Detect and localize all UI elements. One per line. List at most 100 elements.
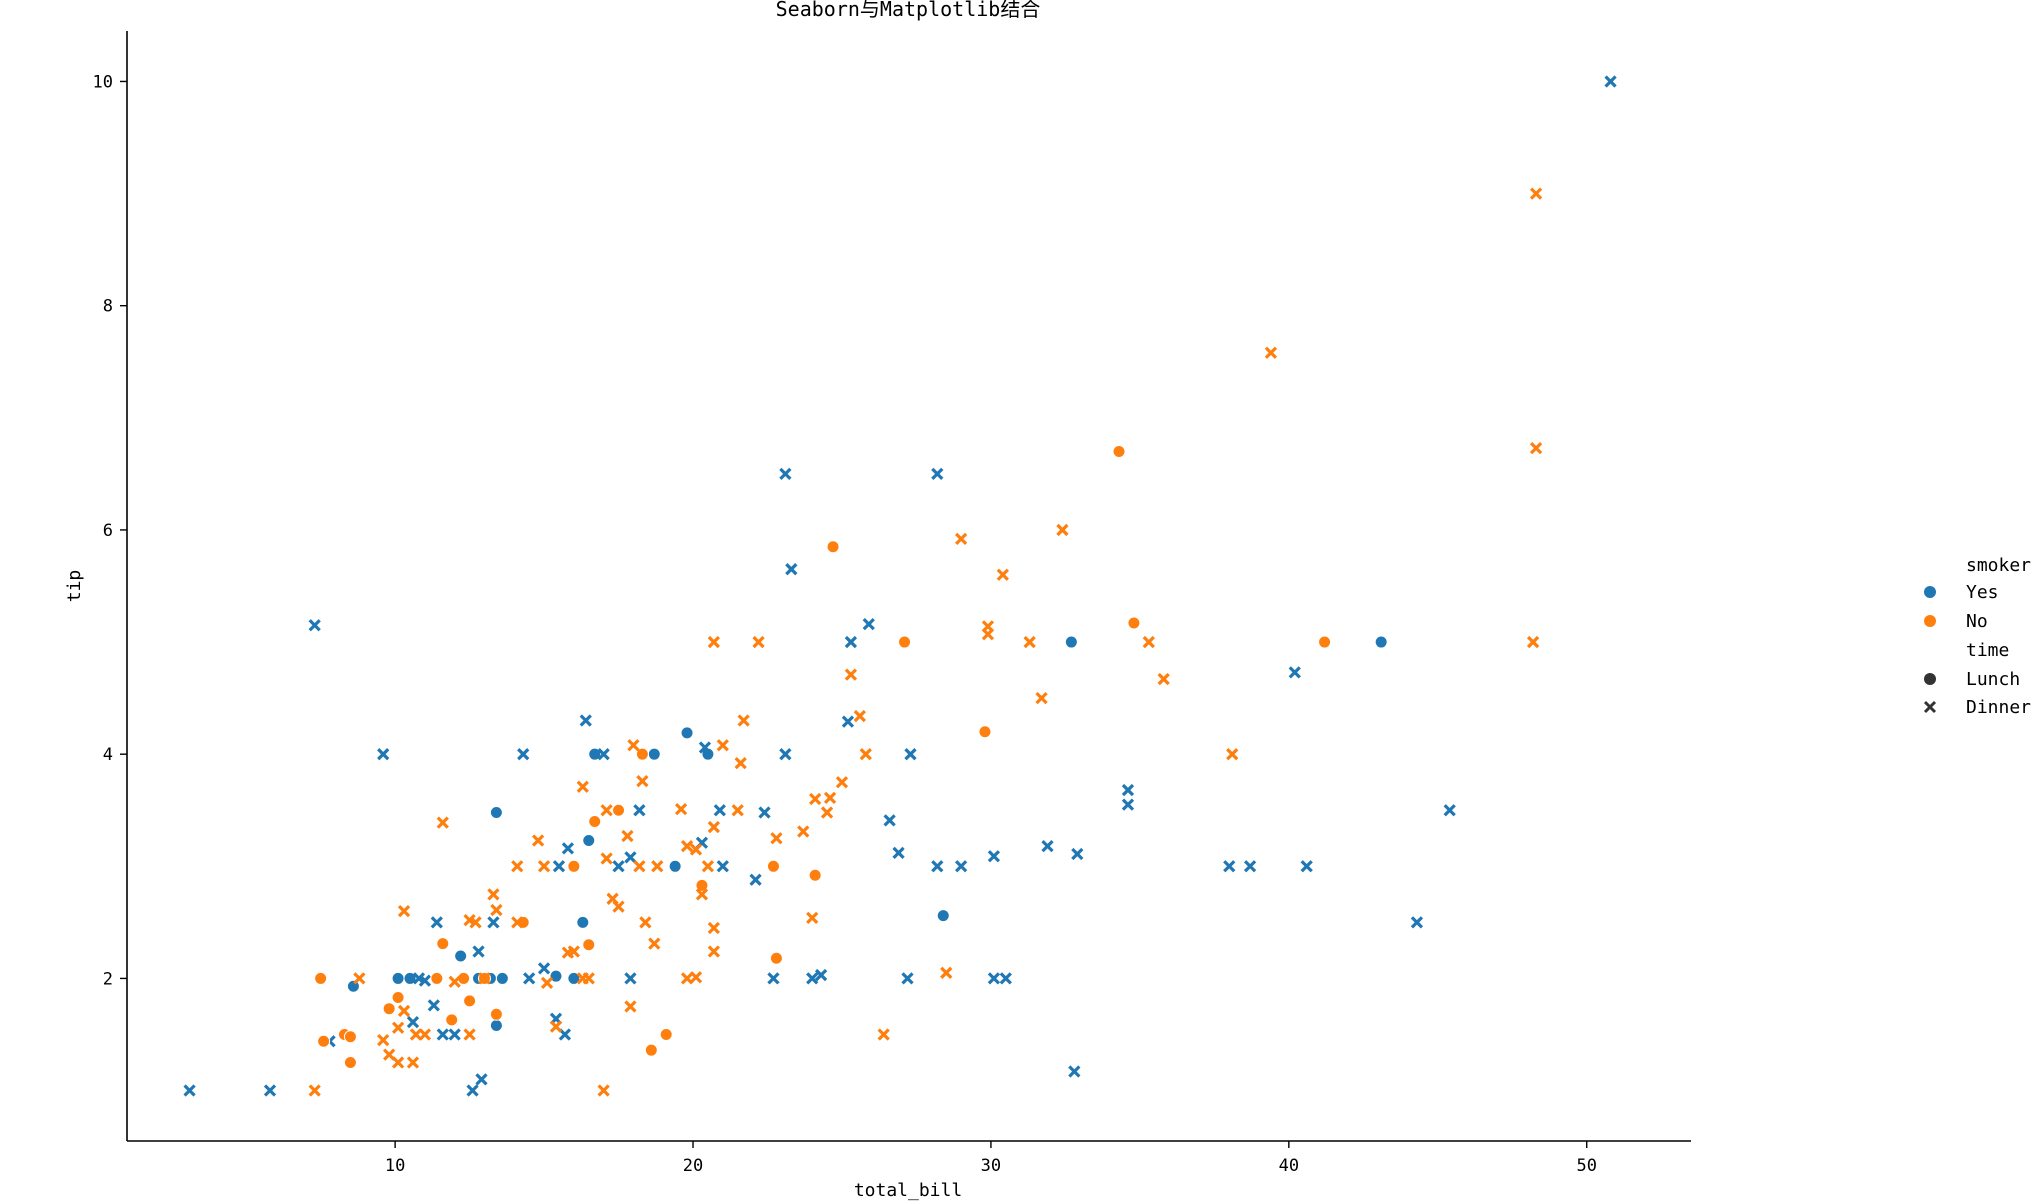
scatter-point bbox=[1064, 635, 1078, 649]
scatter-point bbox=[707, 635, 721, 649]
scatter-point bbox=[999, 972, 1012, 985]
scatter-point bbox=[475, 1073, 488, 1086]
scatter-point bbox=[448, 1028, 461, 1041]
scatter-point bbox=[624, 972, 637, 985]
scatter-point bbox=[823, 791, 837, 805]
legend-marker-yes bbox=[1924, 586, 1936, 598]
scatter-point bbox=[418, 974, 432, 987]
scatter-point bbox=[406, 1056, 420, 1069]
scatter-point bbox=[883, 814, 896, 827]
scatter-point bbox=[651, 860, 664, 873]
scatter-point bbox=[647, 747, 661, 761]
y-axis-label: tip bbox=[64, 570, 85, 603]
scatter-point bbox=[1443, 804, 1456, 817]
scatter-point bbox=[495, 971, 509, 985]
scatter-point bbox=[579, 714, 592, 727]
scatter-point bbox=[612, 860, 625, 873]
scatter-point bbox=[466, 1084, 479, 1097]
scatter-point bbox=[397, 905, 411, 918]
scatter-point bbox=[427, 999, 440, 1012]
scatter-point bbox=[1056, 523, 1069, 537]
scatter-point bbox=[343, 1030, 357, 1044]
scatter-point bbox=[391, 971, 405, 985]
scatter-point bbox=[1526, 635, 1540, 649]
scatter-point bbox=[418, 1028, 432, 1041]
scatter-point bbox=[1374, 635, 1388, 649]
scatter-point bbox=[308, 1084, 321, 1097]
scatter-point bbox=[955, 860, 968, 873]
scatter-point bbox=[540, 976, 554, 990]
scatter-point bbox=[734, 757, 747, 770]
scatter-point bbox=[382, 1002, 396, 1016]
scatter-point bbox=[523, 972, 536, 985]
scatter-point bbox=[1410, 916, 1424, 929]
scatter-point bbox=[809, 792, 822, 806]
scatter-point bbox=[841, 715, 855, 728]
scatter-point bbox=[576, 780, 589, 793]
y-tick-label: 2 bbox=[103, 969, 113, 989]
scatter-point bbox=[779, 467, 792, 481]
scatter-point bbox=[517, 748, 530, 761]
scatter-point bbox=[511, 860, 524, 873]
scatter-point bbox=[409, 1028, 423, 1041]
scatter-point bbox=[314, 971, 328, 985]
scatter-point bbox=[820, 806, 834, 819]
scatter-point bbox=[597, 748, 610, 761]
scatter-point bbox=[1121, 798, 1135, 811]
scatter-point bbox=[612, 900, 625, 913]
scatter-point bbox=[1121, 783, 1135, 797]
scatter-point bbox=[844, 635, 858, 649]
scatter-point bbox=[826, 540, 840, 554]
legend-marker-dinner bbox=[1923, 700, 1937, 714]
scatter-point bbox=[1157, 672, 1170, 686]
scatter-point bbox=[624, 851, 637, 864]
scatter-point bbox=[639, 916, 652, 929]
scatter-point bbox=[561, 842, 575, 855]
scatter-point bbox=[308, 619, 321, 632]
scatter-point bbox=[680, 726, 694, 740]
scatter-point bbox=[635, 747, 649, 761]
scatter-point bbox=[397, 1004, 411, 1018]
scatter-point bbox=[931, 467, 944, 481]
scatter-point bbox=[391, 1056, 405, 1069]
scatter-point bbox=[353, 972, 366, 985]
scatter-point bbox=[680, 839, 694, 853]
scatter-point bbox=[511, 916, 524, 929]
scatter-point bbox=[698, 741, 712, 754]
scatter-point bbox=[1243, 860, 1257, 873]
scatter-point bbox=[1023, 635, 1036, 649]
scatter-point bbox=[487, 888, 500, 901]
scatter-point bbox=[633, 804, 646, 817]
scatter-point bbox=[701, 860, 715, 873]
scatter-point bbox=[749, 873, 762, 886]
scatter-point bbox=[263, 1084, 277, 1097]
scatter-point bbox=[558, 1028, 572, 1041]
scatter-point bbox=[689, 971, 703, 984]
scatter-point bbox=[1112, 444, 1126, 458]
scatter-point bbox=[430, 916, 443, 929]
scatter-point bbox=[636, 774, 649, 788]
scatter-point bbox=[779, 748, 792, 761]
chart-title: Seaborn与Matplotlib结合 bbox=[776, 0, 1041, 21]
scatter-point bbox=[862, 617, 875, 631]
scatter-point bbox=[1264, 346, 1278, 359]
scatter-point bbox=[713, 804, 726, 817]
scatter-point bbox=[448, 975, 461, 988]
scatter-point bbox=[644, 1043, 658, 1057]
scatter-point bbox=[567, 859, 581, 873]
x-tick-label: 50 bbox=[1576, 1156, 1596, 1176]
x-tick-label: 20 bbox=[683, 1156, 703, 1176]
scatter-point bbox=[737, 714, 750, 727]
scatter-point bbox=[987, 850, 1001, 863]
scatter-point bbox=[1041, 839, 1054, 853]
scatter-point bbox=[904, 748, 917, 761]
scatter-point bbox=[931, 860, 944, 873]
scatter-point bbox=[531, 834, 545, 847]
scatter-point bbox=[183, 1084, 196, 1097]
scatter-point bbox=[430, 971, 444, 985]
scatter-point bbox=[767, 972, 780, 985]
scatter-point bbox=[549, 1020, 563, 1033]
scatter-point bbox=[552, 860, 566, 873]
scatter-point bbox=[463, 994, 477, 1008]
x-tick-label: 40 bbox=[1279, 1156, 1299, 1176]
